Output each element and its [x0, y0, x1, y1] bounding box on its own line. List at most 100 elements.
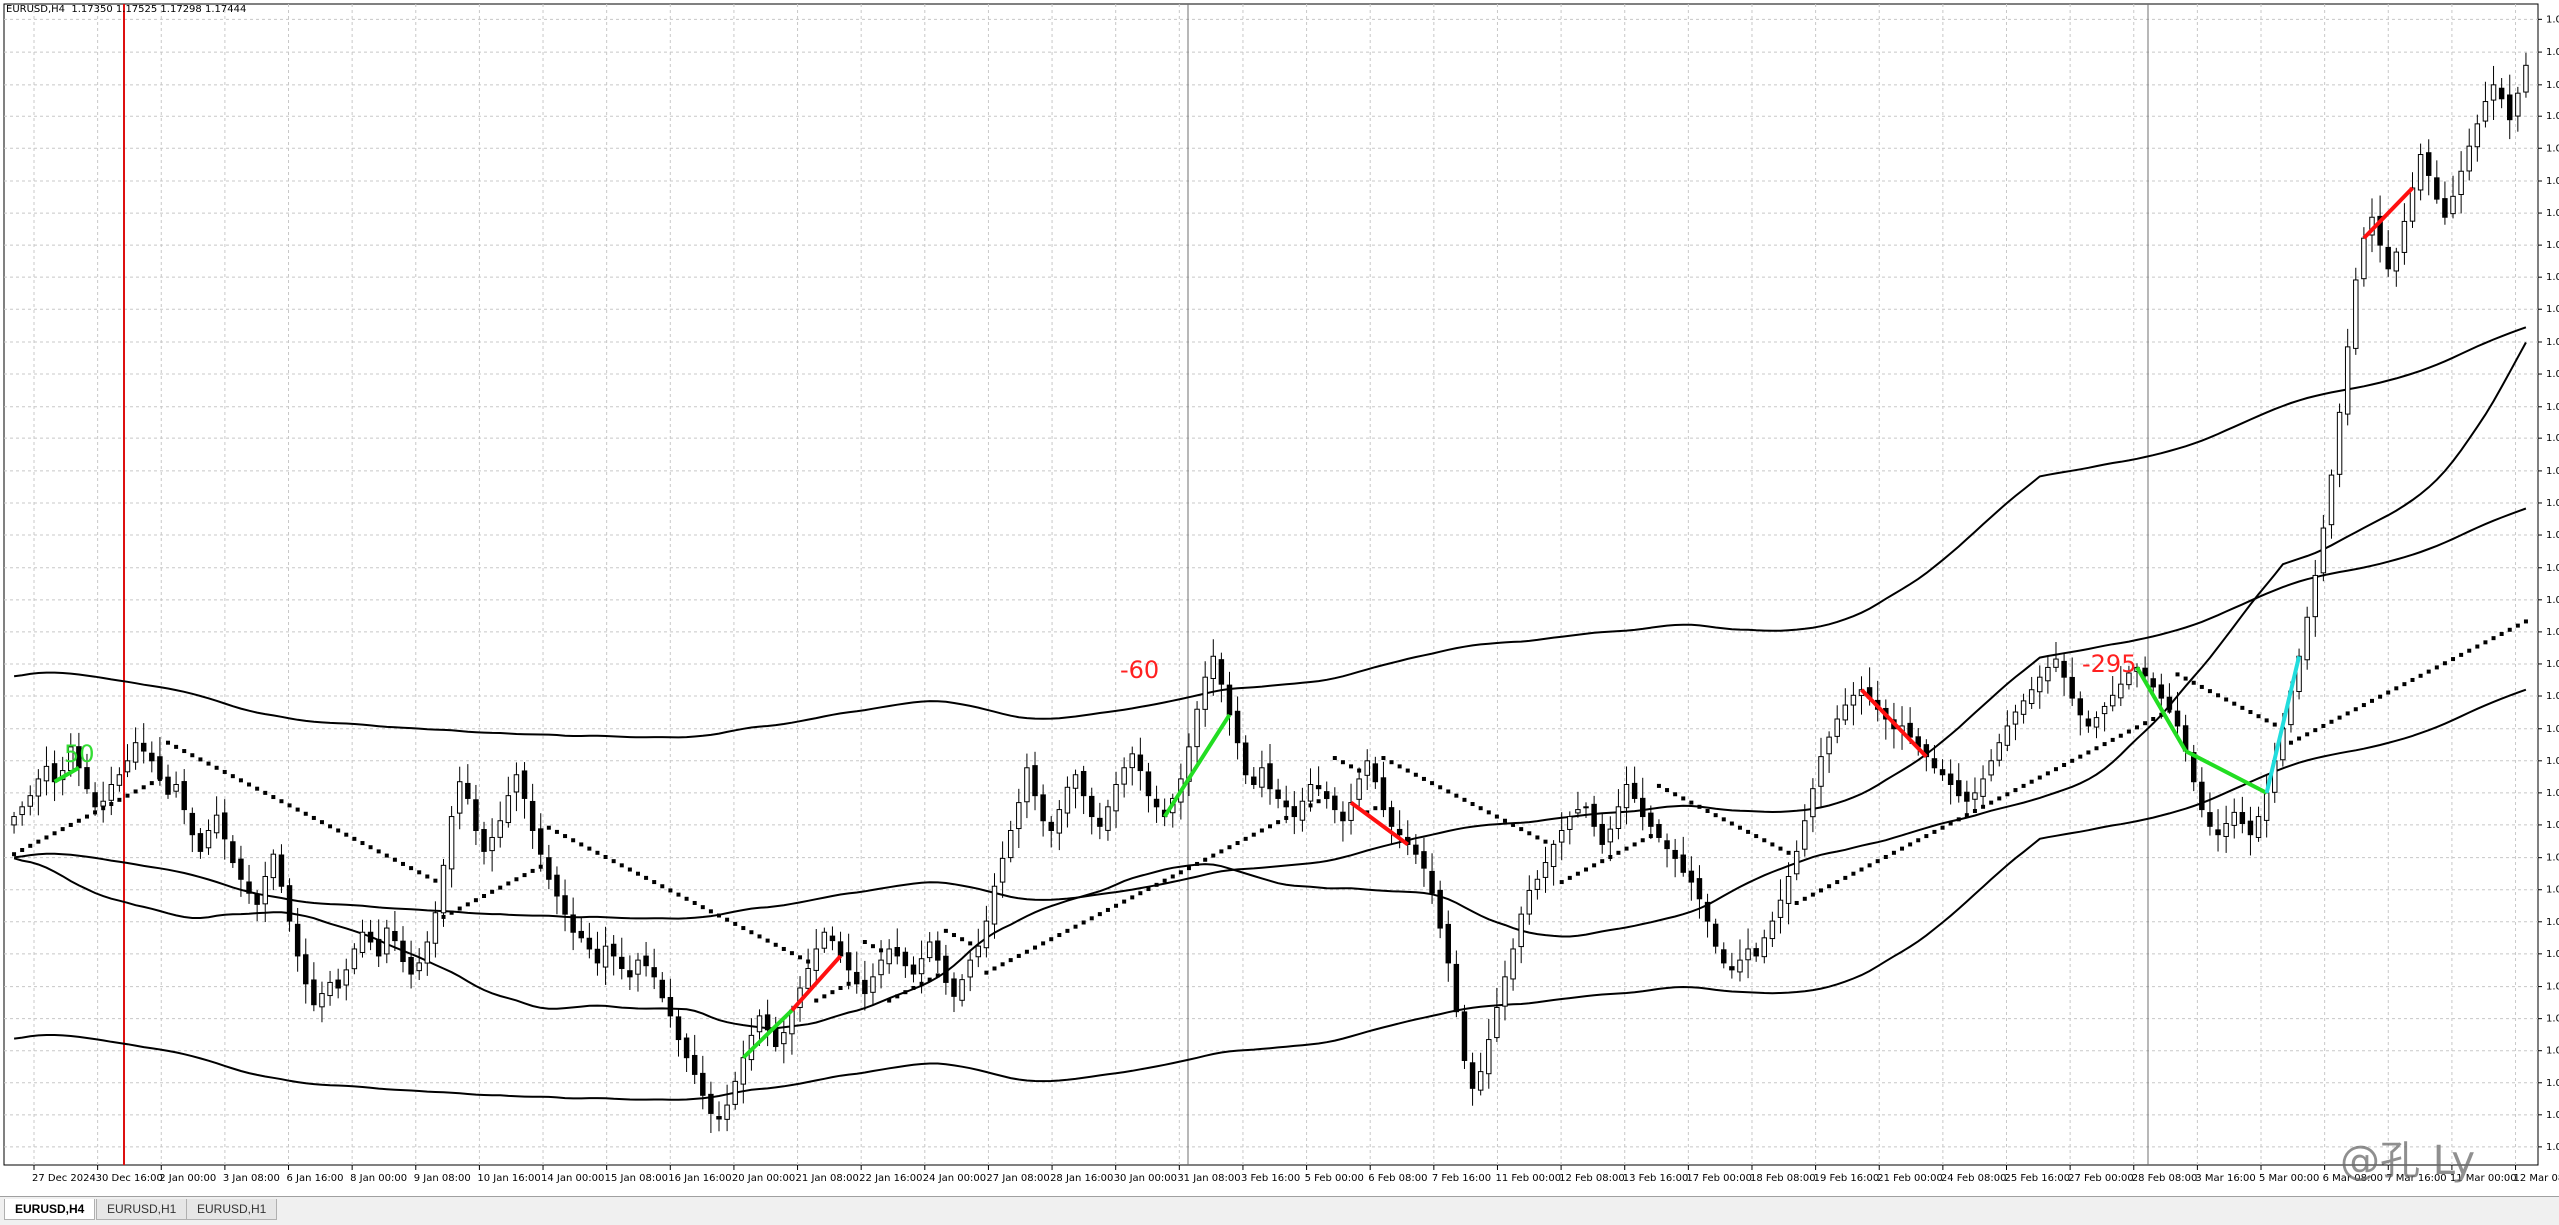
- candle: [935, 931, 941, 974]
- annotation-label: -60: [1120, 656, 1159, 684]
- sar-dot: [700, 905, 705, 910]
- time-label: 11 Feb 00:00: [1495, 1173, 1561, 1184]
- sar-dot: [2110, 737, 2115, 742]
- candle-body: [772, 1027, 779, 1048]
- price-label: 1.05375: [2546, 627, 2559, 638]
- sar-dot: [773, 942, 778, 947]
- sar-dot: [2045, 771, 2050, 776]
- candle-body: [392, 931, 398, 942]
- sar-dot: [1519, 827, 1524, 832]
- sar-dot: [2191, 680, 2196, 685]
- candle-body: [1056, 809, 1063, 834]
- candle-body: [781, 1032, 787, 1045]
- candle: [854, 951, 860, 994]
- candle: [2458, 151, 2464, 214]
- time-label: 6 Jan 16:00: [287, 1173, 344, 1184]
- sar-dot: [2475, 644, 2480, 649]
- candle-body: [473, 799, 479, 831]
- tab-eurusd-h1-2[interactable]: EURUSD,H1: [186, 1199, 278, 1220]
- candle-body: [708, 1093, 714, 1114]
- candle: [918, 940, 925, 994]
- time-label: 5 Mar 00:00: [2259, 1173, 2319, 1184]
- sar-dot: [1259, 828, 1264, 833]
- candle-body: [538, 828, 544, 855]
- candle-body: [246, 881, 252, 894]
- candle-body: [1615, 806, 1622, 830]
- candle: [1761, 929, 1768, 964]
- candle-body: [837, 941, 844, 957]
- middle-band: [13, 507, 2527, 920]
- candle-body: [2263, 792, 2270, 821]
- sar-dot: [214, 765, 219, 770]
- tab-eurusd-h1[interactable]: EURUSD,H1: [96, 1199, 188, 1220]
- candle-body: [2417, 154, 2424, 191]
- sar-dot: [149, 781, 154, 786]
- sar-dot: [1478, 806, 1483, 811]
- candle: [578, 916, 584, 943]
- sar-dot: [1981, 804, 1986, 809]
- candle: [2053, 641, 2059, 673]
- sar-dot: [1713, 813, 1718, 818]
- price-chart[interactable]: 1.09770 1.09535 1.09300 1.09075 1.08845 1.086…: [0, 0, 2559, 1196]
- sar-dot: [117, 797, 122, 802]
- candle-body: [2336, 411, 2343, 475]
- candle-body: [1769, 920, 1776, 940]
- candle-body: [878, 959, 884, 976]
- candle: [2199, 767, 2205, 818]
- sar-dot: [1041, 941, 1046, 946]
- candle: [1016, 788, 1022, 849]
- candle-body: [205, 829, 212, 849]
- tab-eurusd-h4[interactable]: EURUSD,H4: [4, 1199, 96, 1220]
- zigzag-segment: [2362, 186, 2414, 240]
- price-label: 1.02600: [2546, 1014, 2559, 1025]
- candle: [303, 938, 309, 1004]
- candle-body: [1388, 807, 1395, 827]
- sar-dot: [1818, 888, 1823, 893]
- sar-dot: [2369, 698, 2374, 703]
- sar-dot: [2386, 690, 2391, 695]
- candle-body: [278, 854, 285, 887]
- candle-body: [2377, 215, 2383, 246]
- sar-dot: [1081, 920, 1086, 925]
- candle: [132, 727, 139, 770]
- time-label: 7 Feb 16:00: [1432, 1173, 1491, 1184]
- sar-dot: [255, 786, 260, 791]
- candle-body: [294, 923, 301, 957]
- candle: [2417, 143, 2424, 201]
- sar-dot: [2126, 729, 2131, 734]
- candle: [497, 801, 503, 848]
- candle: [2020, 693, 2027, 724]
- candle-body: [27, 795, 33, 807]
- sar-dot: [676, 892, 681, 897]
- sar-dot: [1948, 821, 1953, 826]
- upper-band: [13, 326, 2527, 739]
- candle-body: [213, 814, 220, 834]
- sar-dot: [2434, 665, 2439, 670]
- price-axis: 1.09770 1.09535 1.09300 1.09075 1.08845 1.086…: [2538, 14, 2559, 1153]
- sar-dot: [765, 938, 770, 943]
- sar-dot: [279, 799, 284, 804]
- candle-body: [926, 941, 933, 959]
- sar-dot: [595, 850, 600, 855]
- price-label: 1.05835: [2546, 563, 2559, 574]
- candle-body: [2401, 220, 2408, 253]
- candle-body: [1834, 718, 1840, 737]
- candle-body: [1688, 870, 1695, 883]
- candle-body: [416, 962, 422, 972]
- sar-dot: [60, 827, 65, 832]
- candle: [1202, 661, 1208, 727]
- candle: [2336, 403, 2343, 488]
- candle: [1834, 705, 1840, 744]
- candle: [1234, 696, 1241, 760]
- candle-body: [1980, 778, 1986, 797]
- candle: [1567, 811, 1573, 845]
- price-label: 1.03065: [2546, 949, 2559, 960]
- candle: [1194, 701, 1200, 766]
- candle-body: [1137, 754, 1144, 772]
- candle-body: [1810, 788, 1816, 818]
- candle-body: [1032, 765, 1038, 797]
- candle-body: [319, 993, 325, 1008]
- candle: [1145, 762, 1152, 813]
- candle: [213, 796, 220, 839]
